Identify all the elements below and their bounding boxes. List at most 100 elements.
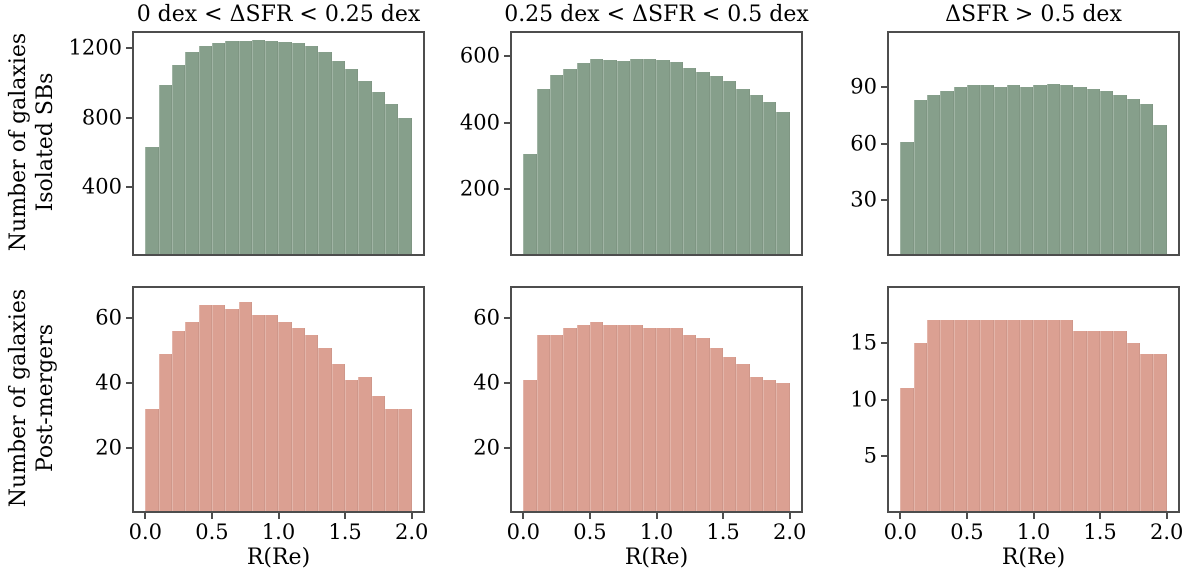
x-tick-mark (722, 513, 725, 519)
histogram-bar (523, 380, 537, 513)
histogram-bar (589, 59, 604, 256)
histogram-bar (398, 117, 412, 256)
x-tick-label: 1.5 (706, 520, 740, 544)
y-tick-label: 800 (81, 105, 122, 130)
y-tick-label: 30 (850, 187, 877, 212)
y-tick-mark (881, 198, 887, 201)
histogram-bar (211, 305, 226, 513)
y-tick-label: 40 (473, 370, 500, 395)
y-tick-mark (126, 116, 132, 119)
histogram-bar (643, 58, 657, 256)
x-tick-label: 2.0 (772, 520, 807, 544)
histogram-bar (549, 334, 564, 513)
x-axis-label: R(Re) (624, 545, 689, 570)
histogram-bar (696, 72, 710, 256)
x-tick-mark (1165, 513, 1168, 519)
histogram-bar (926, 320, 941, 513)
histogram-bar (1113, 94, 1127, 256)
histogram-bar (1086, 89, 1101, 256)
histogram-bar (723, 357, 737, 513)
histogram-bar (358, 376, 372, 513)
y-tick-label: 10 (850, 387, 877, 411)
histogram-bar (1060, 320, 1074, 513)
x-tick-label: 1.5 (1083, 520, 1117, 544)
histogram-bar (616, 61, 630, 256)
histogram-bar (709, 347, 724, 513)
y-tick-mark (504, 55, 510, 58)
histogram-bar (576, 63, 590, 256)
y-tick-label: 400 (81, 174, 122, 199)
histogram-bar (523, 154, 537, 256)
histogram-bar (225, 308, 239, 513)
histogram-bar (656, 328, 670, 513)
histogram-bar (331, 60, 346, 256)
x-tick-label: 2.0 (394, 520, 429, 544)
histogram-bar (345, 380, 359, 513)
histogram-bar (749, 376, 764, 513)
y-tick-label: 600 (459, 43, 500, 68)
histogram-bar (656, 60, 670, 256)
y-tick-mark (126, 447, 132, 450)
bars-area (523, 286, 790, 513)
histogram-bar (993, 87, 1007, 256)
histogram-bar (1006, 85, 1021, 256)
histogram-bar (603, 60, 617, 256)
histogram-bar (1006, 320, 1021, 513)
panel-title: 0 dex < ΔSFR < 0.25 dex (136, 2, 421, 27)
x-tick-mark (344, 513, 347, 519)
histogram-bar (900, 141, 914, 256)
histogram-bar (966, 320, 981, 513)
histogram-bar (1153, 354, 1167, 513)
histogram-bar (291, 43, 306, 256)
x-tick-label: 1.0 (639, 520, 674, 544)
histogram-bar (1100, 91, 1114, 256)
histogram-bar (763, 101, 777, 256)
x-tick-label: 0.0 (883, 520, 918, 544)
y-tick-mark (504, 447, 510, 450)
panel-row0-col2: 30 60 90 ΔSFR > 0.5 dex (850, 4, 1180, 256)
histogram-bar (291, 328, 306, 513)
histogram-bar (589, 321, 604, 513)
histogram-bar (318, 51, 332, 256)
histogram-bar (278, 321, 292, 513)
x-tick-label: 0.5 (573, 520, 607, 544)
histogram-bar (225, 41, 239, 256)
y-tick-mark (881, 142, 887, 145)
histogram-bar (1073, 87, 1087, 256)
histogram-bar (736, 89, 750, 256)
x-tick-mark (210, 513, 213, 519)
y-tick-mark (881, 341, 887, 344)
y-tick-mark (881, 398, 887, 401)
y-tick-label: 1200 (68, 35, 122, 60)
histogram-bar (1113, 331, 1127, 513)
histogram-bar (171, 331, 186, 513)
histogram-bar (940, 91, 954, 256)
histogram-bar (305, 46, 319, 256)
bars-area (900, 31, 1167, 256)
histogram-bar (398, 409, 412, 513)
x-tick-mark (1032, 513, 1035, 519)
y-tick-mark (881, 455, 887, 458)
histogram-bar (1086, 331, 1101, 513)
histogram-bar (251, 40, 266, 256)
x-tick-mark (899, 513, 902, 519)
x-tick-label: 0.0 (506, 520, 541, 544)
x-tick-label: 2.0 (1149, 520, 1184, 544)
histogram-bar (318, 347, 332, 513)
histogram-bar (1100, 331, 1114, 513)
histogram-bar (265, 315, 279, 513)
panel-row1-col2: 5 10 15 0.0 0.5 1.0 1.5 2.0 R(Re) (850, 286, 1183, 569)
histogram-bar (980, 85, 994, 256)
histogram-bar (158, 354, 172, 513)
histogram-bar (1020, 87, 1034, 256)
x-tick-mark (965, 513, 968, 519)
histogram-bar (385, 104, 399, 256)
histogram-bar (926, 94, 941, 256)
histogram-bar (305, 334, 319, 513)
x-tick-mark (788, 513, 791, 519)
panel-title: ΔSFR > 0.5 dex (945, 2, 1122, 27)
y-axis-label-line2: Post-mergers (33, 323, 58, 473)
x-tick-label: 0.5 (195, 520, 229, 544)
histogram-bar (993, 320, 1007, 513)
histogram-bar (158, 84, 172, 256)
